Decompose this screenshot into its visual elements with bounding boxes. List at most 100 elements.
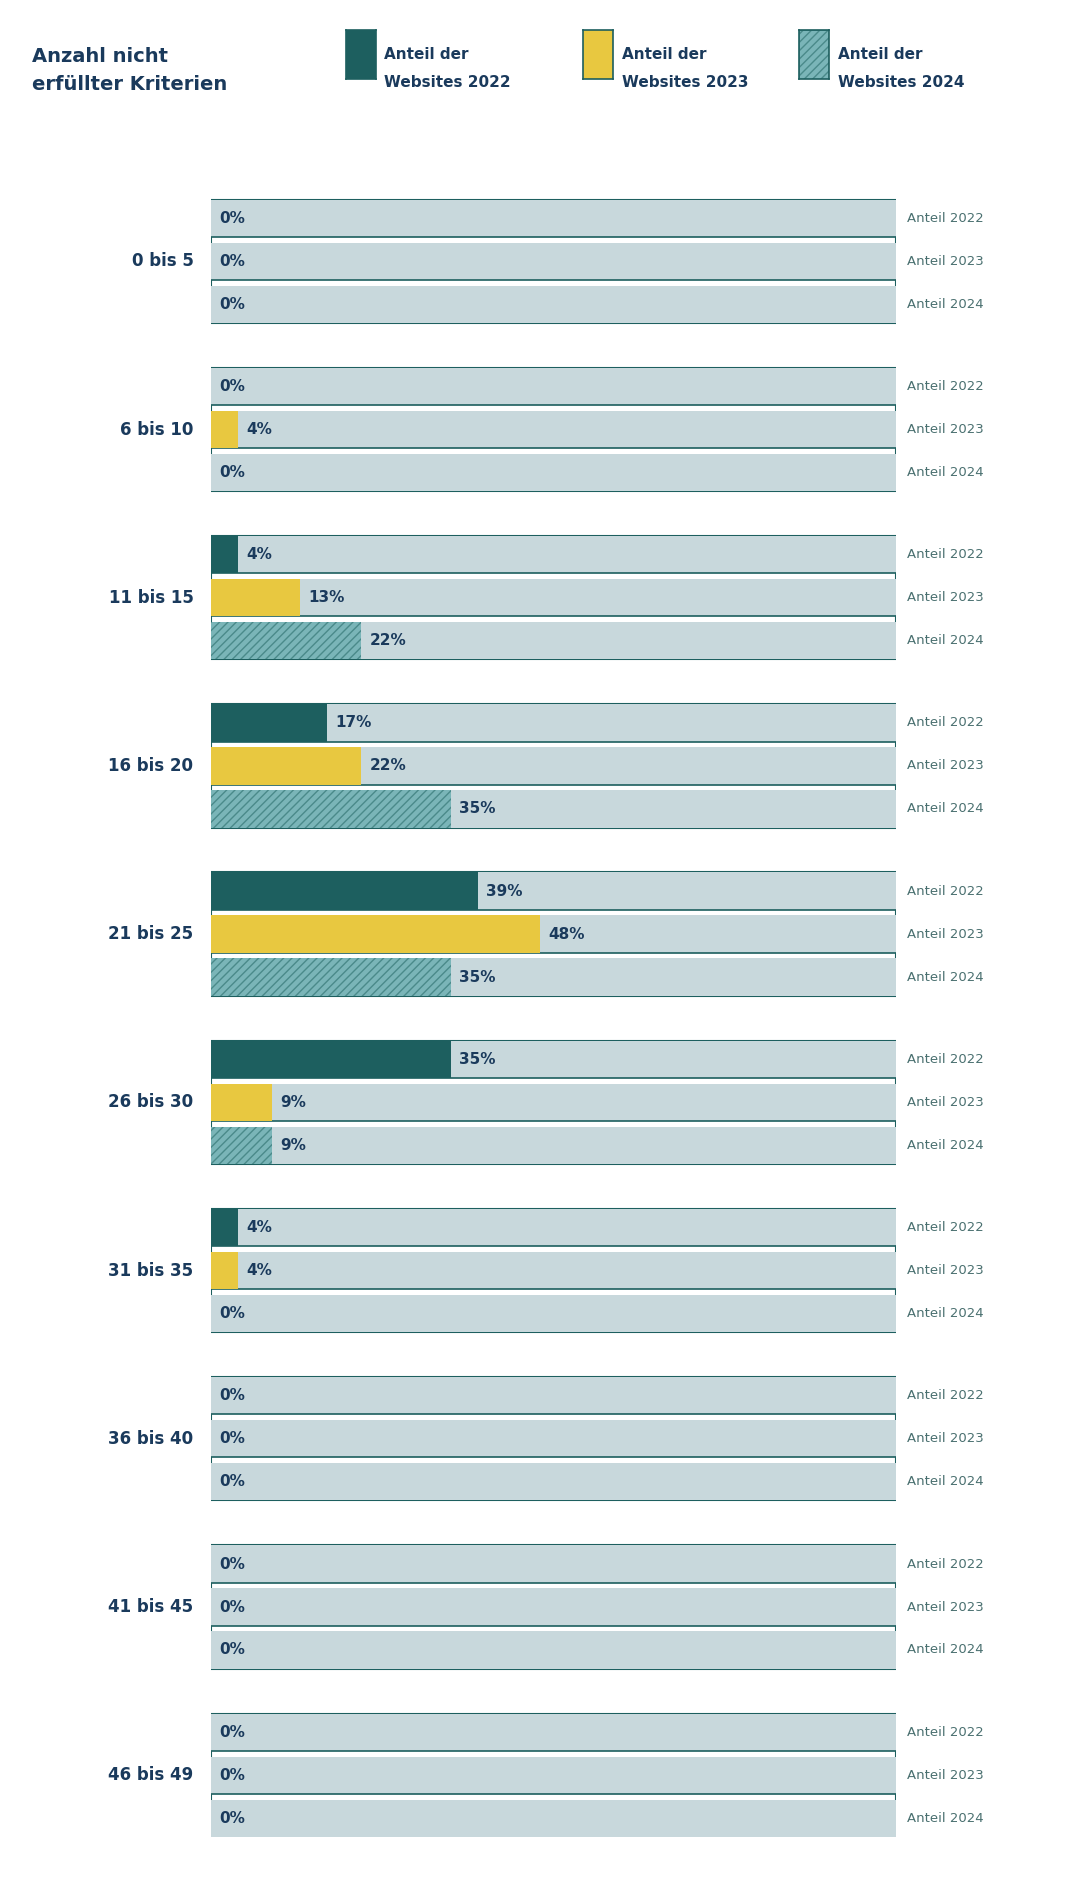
Text: Anteil der: Anteil der [622,47,706,62]
Bar [211,578,300,616]
Text: 35%: 35% [459,1051,496,1066]
Bar [211,454,896,492]
Bar [211,872,478,910]
Text: Websites 2024: Websites 2024 [838,75,964,90]
Text: 0 bis 5: 0 bis 5 [132,252,193,269]
Text: 48%: 48% [548,927,584,942]
Bar [211,705,327,742]
Text: 16 bis 20: 16 bis 20 [108,757,193,774]
Text: Anteil 2024: Anteil 2024 [907,1643,983,1656]
Text: Anteil 2024: Anteil 2024 [907,298,983,311]
Text: Anteil 2024: Anteil 2024 [907,1812,983,1826]
Bar [211,1632,896,1669]
Bar [211,1083,896,1121]
Text: 31 bis 35: 31 bis 35 [108,1262,193,1279]
Bar [211,537,896,573]
Bar [211,1251,896,1289]
Text: 35%: 35% [459,801,496,816]
Text: 0%: 0% [219,298,245,311]
Bar [211,1127,896,1164]
Text: Anteil 2022: Anteil 2022 [907,716,984,729]
Bar [211,411,896,448]
Text: 0%: 0% [219,1767,245,1782]
Text: 22%: 22% [369,633,406,648]
Bar [211,537,238,573]
Text: 4%: 4% [246,1262,272,1277]
Text: 11 bis 15: 11 bis 15 [109,588,193,607]
Text: Anteil 2023: Anteil 2023 [907,1432,984,1445]
Text: 4%: 4% [246,546,272,561]
Text: 26 bis 30: 26 bis 30 [108,1093,193,1112]
Bar [211,1083,272,1121]
Text: Anteil 2023: Anteil 2023 [907,1264,984,1277]
Bar [211,622,362,659]
Text: 0%: 0% [219,1724,245,1739]
Bar [211,1421,896,1458]
Text: 4%: 4% [246,1221,272,1236]
Text: 0%: 0% [219,1389,245,1404]
Bar [211,1251,238,1289]
Text: 0%: 0% [219,254,245,269]
Bar [211,1040,450,1078]
Bar [211,872,896,910]
Text: Anteil 2023: Anteil 2023 [907,592,984,605]
Text: Anteil 2022: Anteil 2022 [907,885,984,897]
Bar [211,286,896,322]
Text: Anteil 2022: Anteil 2022 [907,1558,984,1571]
Text: Anteil der: Anteil der [838,47,922,62]
Text: 9%: 9% [281,1095,307,1110]
Text: Anteil 2023: Anteil 2023 [907,927,984,940]
Text: Anteil 2022: Anteil 2022 [907,1389,984,1402]
Bar [211,789,450,827]
Bar [211,1210,896,1247]
Bar [211,1210,238,1247]
Text: Anteil 2022: Anteil 2022 [907,211,984,224]
Bar [211,243,896,281]
Text: 0%: 0% [219,1475,245,1488]
Bar [211,789,896,827]
Text: 4%: 4% [246,422,272,437]
Text: 9%: 9% [281,1138,307,1153]
Text: 17%: 17% [336,716,372,731]
Text: Anteil 2023: Anteil 2023 [907,759,984,772]
Text: 0%: 0% [219,211,245,226]
Bar [211,1799,896,1837]
Bar [211,200,896,237]
Bar [211,1588,896,1626]
Bar [211,748,896,784]
Text: 22%: 22% [369,759,406,774]
Bar [211,367,896,405]
Bar [211,622,896,659]
Text: Anteil 2022: Anteil 2022 [907,1053,984,1066]
Text: 36 bis 40: 36 bis 40 [108,1430,193,1447]
Bar [211,1294,896,1332]
Bar [211,578,896,616]
Bar [211,1756,896,1794]
Text: Anteil der: Anteil der [384,47,469,62]
Text: Anteil 2024: Anteil 2024 [907,635,983,648]
Bar [211,959,450,997]
Text: Websites 2022: Websites 2022 [384,75,511,90]
Text: Anteil 2024: Anteil 2024 [907,1307,983,1321]
Text: Anteil 2022: Anteil 2022 [907,381,984,394]
Text: erfüllter Kriterien: erfüllter Kriterien [32,75,228,94]
Text: 0%: 0% [219,1306,245,1321]
Text: 35%: 35% [459,970,496,985]
Bar [211,1464,896,1500]
Bar [211,411,238,448]
Text: 13%: 13% [308,590,345,605]
Text: Websites 2023: Websites 2023 [622,75,748,90]
Text: 0%: 0% [219,1432,245,1447]
Text: Anzahl nicht: Anzahl nicht [32,47,168,66]
Text: 39%: 39% [486,884,523,899]
Text: Anteil 2023: Anteil 2023 [907,1601,984,1613]
Text: Anteil 2024: Anteil 2024 [907,1475,983,1488]
Bar [211,916,540,953]
Text: Anteil 2024: Anteil 2024 [907,803,983,816]
Text: Anteil 2022: Anteil 2022 [907,1221,984,1234]
Text: Anteil 2023: Anteil 2023 [907,254,984,268]
Text: 21 bis 25: 21 bis 25 [108,925,193,944]
Text: 0%: 0% [219,379,245,394]
Text: Anteil 2023: Anteil 2023 [907,1769,984,1782]
Text: 0%: 0% [219,1600,245,1615]
